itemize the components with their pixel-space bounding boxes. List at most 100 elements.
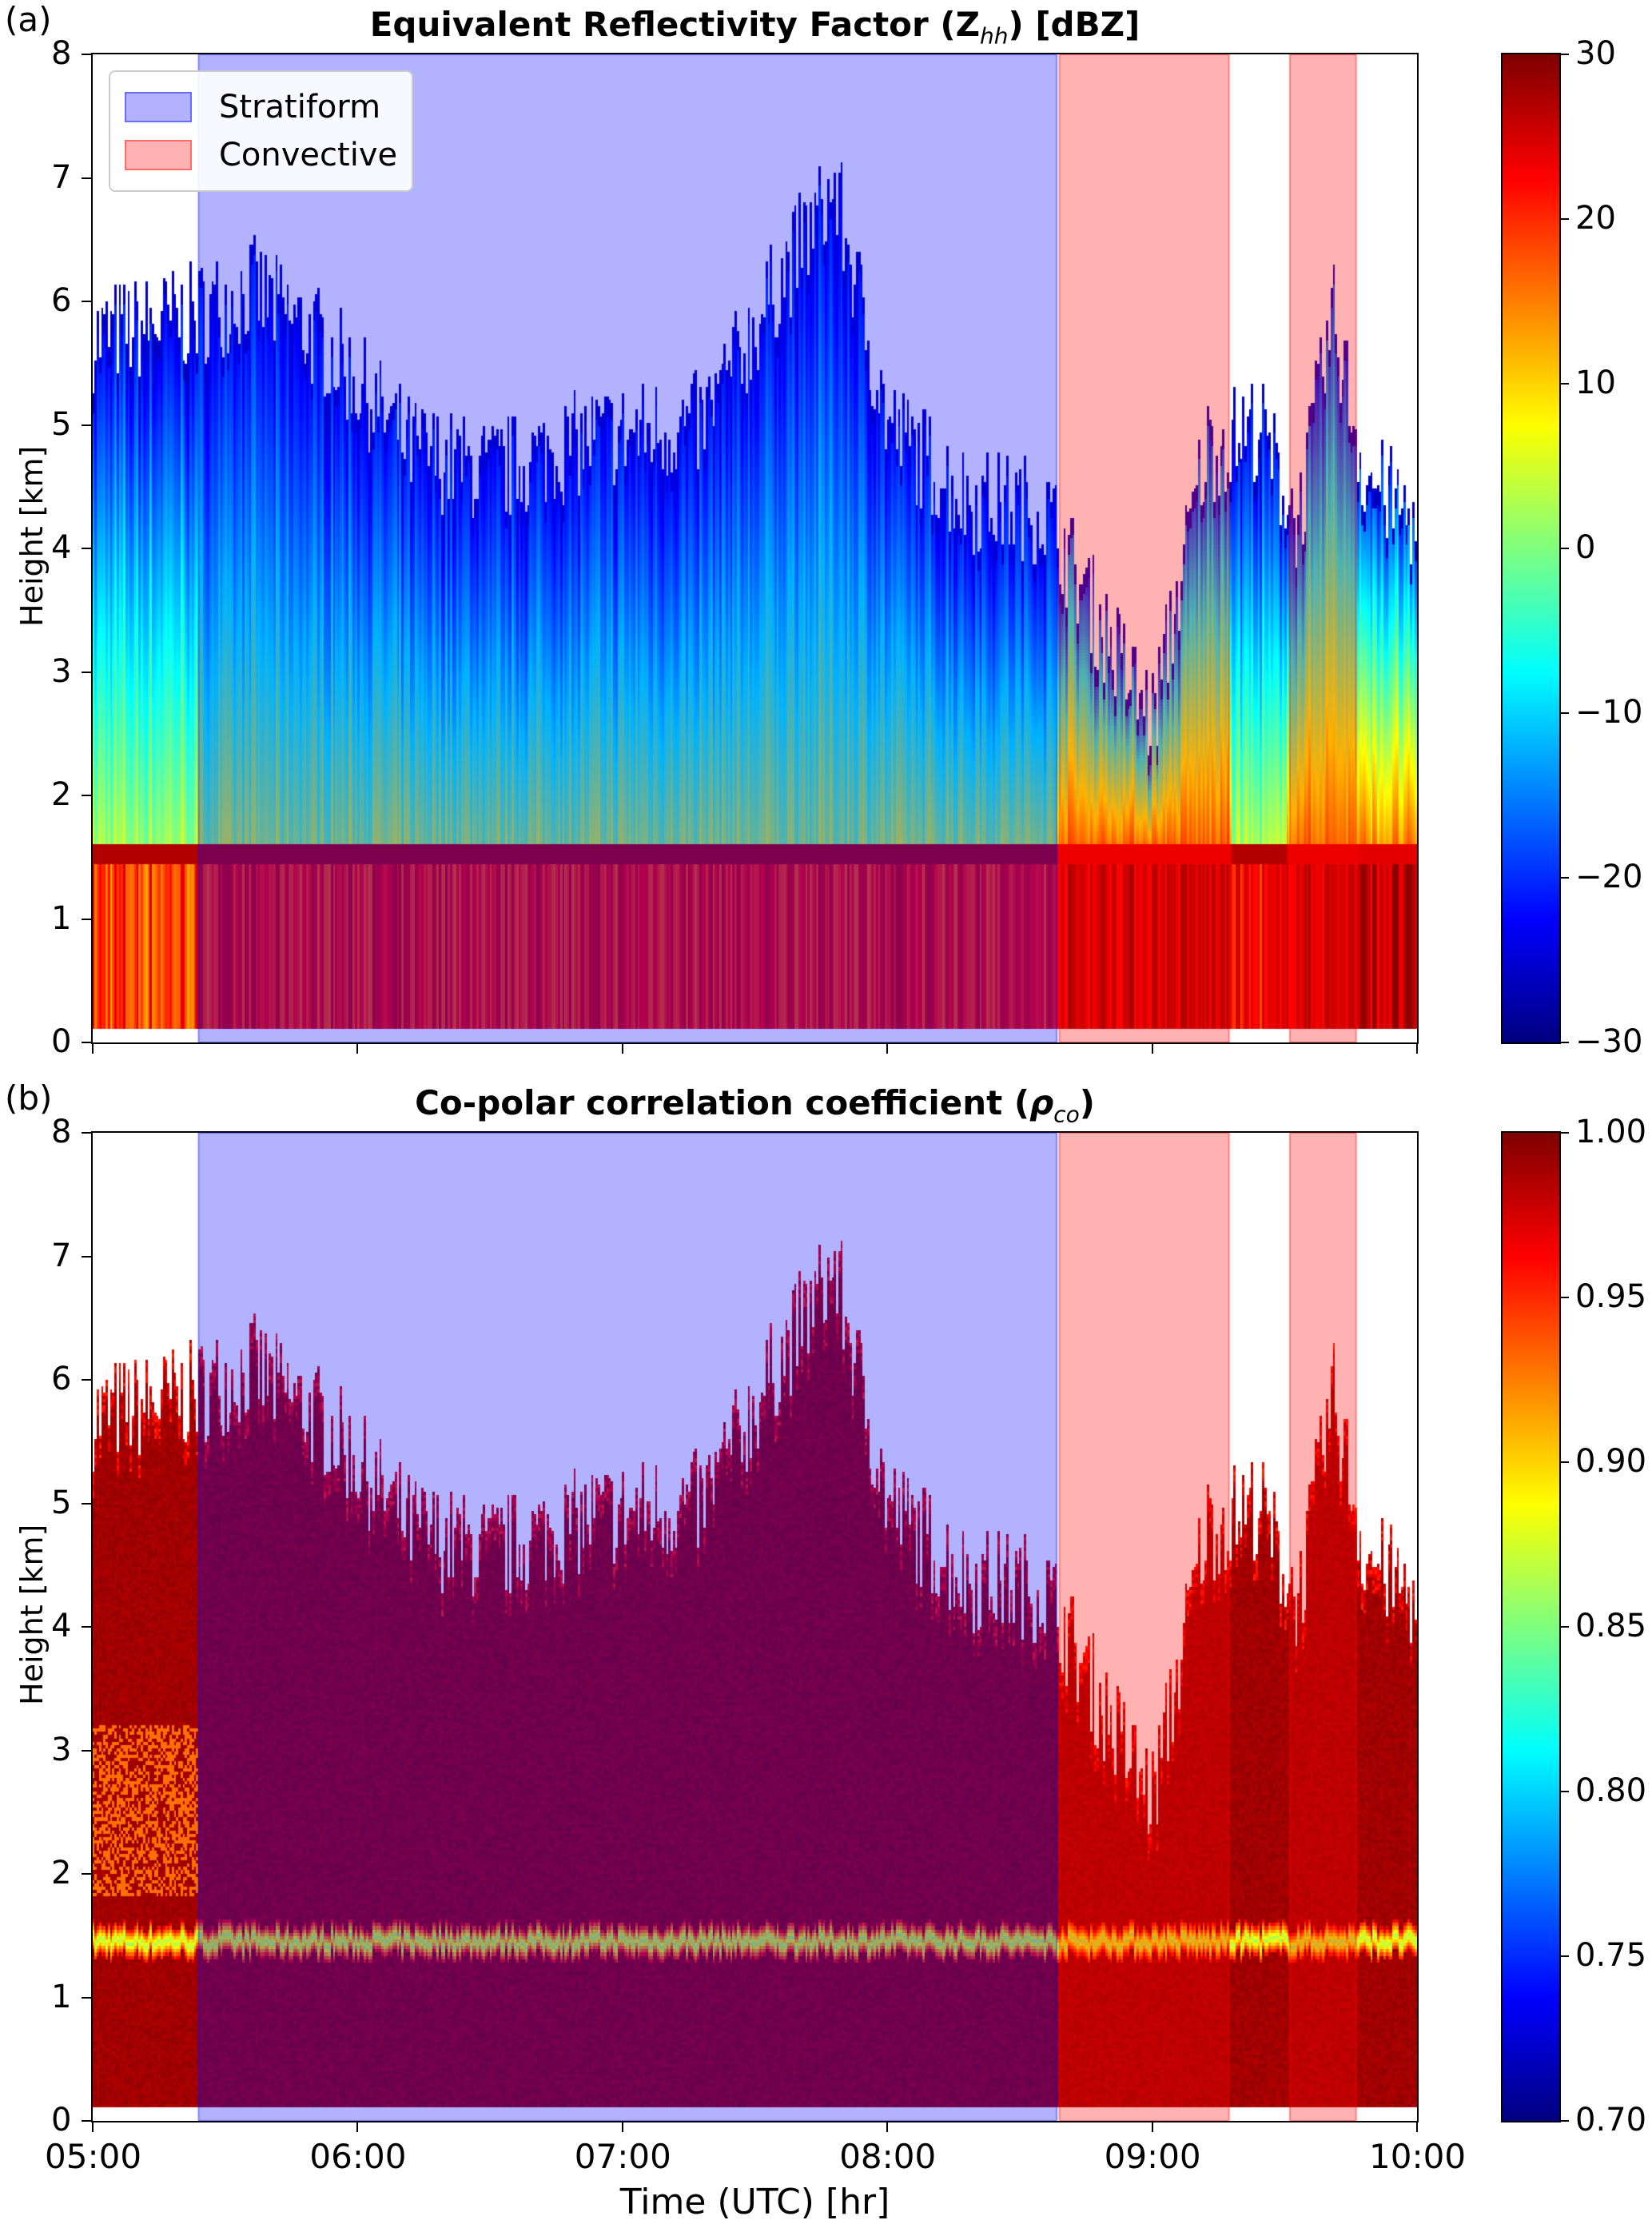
colorbar <box>1501 1131 1561 2122</box>
y-tick-label: 2 <box>51 776 72 813</box>
y-tick-mark <box>82 548 91 549</box>
colorbar-tick-mark <box>1559 1955 1569 1957</box>
y-tick-label: 8 <box>51 35 72 72</box>
legend: Stratiform Convective <box>109 70 414 192</box>
colorbar-tick-label: 0.95 <box>1575 1278 1647 1315</box>
y-tick-label: 7 <box>51 158 72 196</box>
x-tick-mark <box>886 1044 889 1054</box>
y-tick-label: 5 <box>51 1484 72 1521</box>
y-tick-label: 3 <box>51 1731 72 1768</box>
x-tick-mark <box>92 1044 94 1054</box>
x-tick-mark <box>92 2122 94 2132</box>
x-tick-label: 08:00 <box>839 2137 937 2176</box>
colorbar-tick-mark <box>1559 1042 1569 1043</box>
colorbar-tick-label: 0.90 <box>1575 1443 1647 1480</box>
y-tick-mark <box>82 2120 91 2122</box>
y-tick-mark <box>82 301 91 302</box>
colorbar-tick-mark <box>1559 54 1569 55</box>
colorbar-tick-label: −10 <box>1575 694 1643 731</box>
x-tick-label: 09:00 <box>1104 2137 1201 2176</box>
y-tick-label: 4 <box>51 1608 72 1644</box>
x-tick-label: 10:00 <box>1369 2137 1467 2176</box>
chart-title: Equivalent Reflectivity Factor (Zhh) [dB… <box>369 5 1140 50</box>
x-tick-mark <box>1151 2122 1153 2132</box>
y-tick-mark <box>82 795 91 796</box>
colorbar-tick-mark <box>1559 1626 1569 1628</box>
y-tick-mark <box>82 1502 91 1505</box>
y-tick-mark <box>82 1996 91 1999</box>
x-tick-mark <box>356 1044 359 1054</box>
y-tick-mark <box>82 671 91 673</box>
y-tick-label: 8 <box>51 1114 72 1150</box>
x-tick-mark <box>1416 2122 1418 2132</box>
colorbar-tick-label: 0.70 <box>1575 2102 1647 2138</box>
y-tick-label: 1 <box>51 899 72 937</box>
y-tick-label: 0 <box>51 1023 72 1060</box>
colorbar-tick-mark <box>1559 712 1569 714</box>
y-tick-mark <box>82 1749 91 1752</box>
colorbar-tick-mark <box>1559 1791 1569 1792</box>
x-tick-label: 07:00 <box>574 2137 671 2176</box>
colorbar <box>1501 53 1561 1044</box>
y-tick-mark <box>82 1873 91 1875</box>
colorbar-tick-mark <box>1559 383 1569 385</box>
colorbar-tick-label: −30 <box>1575 1023 1643 1060</box>
y-tick-mark <box>82 1255 91 1258</box>
x-tick-mark <box>1416 1044 1418 1054</box>
y-tick-mark <box>82 424 91 426</box>
y-tick-mark <box>82 177 91 179</box>
legend-entry: Convective <box>125 131 397 179</box>
colorbar-tick-mark <box>1559 1297 1569 1298</box>
colorbar-tick-mark <box>1559 548 1569 549</box>
colorbar-tick-label: 1.00 <box>1575 1114 1647 1150</box>
y-axis-label: Height [km] <box>14 1524 50 1705</box>
x-axis-label: Time (UTC) [hr] <box>619 2182 890 2222</box>
x-tick-mark <box>621 1044 623 1054</box>
y-axis-label: Height [km] <box>14 445 50 627</box>
y-tick-label: 6 <box>51 1361 72 1397</box>
y-tick-mark <box>82 918 91 920</box>
panel-label: (a) <box>5 0 52 39</box>
heatmap-rhohv <box>91 1131 1419 2122</box>
x-tick-label: 06:00 <box>309 2137 407 2176</box>
y-tick-mark <box>82 1626 91 1628</box>
colorbar-tick-label: −20 <box>1575 859 1643 895</box>
y-tick-mark <box>82 1379 91 1381</box>
x-tick-mark <box>1151 1044 1153 1054</box>
colorbar-tick-label: 0 <box>1575 529 1596 566</box>
colorbar-tick-mark <box>1559 218 1569 220</box>
colorbar-tick-label: 0.75 <box>1575 1937 1647 1974</box>
legend-label: Convective <box>219 137 398 173</box>
y-tick-label: 5 <box>51 405 72 443</box>
colorbar-tick-mark <box>1559 1461 1569 1463</box>
y-tick-label: 3 <box>51 652 72 690</box>
chart-title: Co-polar correlation coefficient (ρco) <box>415 1083 1095 1128</box>
heatmap-reflectivity <box>91 53 1419 1044</box>
y-tick-label: 0 <box>51 2102 72 2138</box>
colorbar-tick-mark <box>1559 2120 1569 2122</box>
x-tick-mark <box>356 2122 359 2132</box>
legend-swatch <box>125 92 192 122</box>
colorbar-tick-label: 30 <box>1575 35 1616 72</box>
y-tick-label: 2 <box>51 1855 72 1891</box>
x-tick-mark <box>886 2122 889 2132</box>
y-tick-label: 1 <box>51 1978 72 2015</box>
y-tick-mark <box>82 1132 91 1134</box>
colorbar-tick-label: 0.80 <box>1575 1772 1647 1809</box>
legend-entry: Stratiform <box>125 83 397 131</box>
legend-swatch <box>125 140 192 170</box>
y-tick-mark <box>82 1042 91 1043</box>
y-tick-label: 7 <box>51 1237 72 1274</box>
colorbar-tick-label: 10 <box>1575 365 1616 401</box>
x-tick-mark <box>621 2122 623 2132</box>
colorbar-tick-mark <box>1559 1132 1569 1134</box>
colorbar-tick-mark <box>1559 877 1569 879</box>
colorbar-tick-label: 0.85 <box>1575 1608 1647 1644</box>
legend-label: Stratiform <box>219 89 381 126</box>
panel-label: (b) <box>5 1078 53 1118</box>
x-tick-label: 05:00 <box>45 2137 142 2176</box>
y-tick-label: 4 <box>51 529 72 566</box>
y-tick-mark <box>82 54 91 55</box>
colorbar-tick-label: 20 <box>1575 200 1616 237</box>
y-tick-label: 6 <box>51 282 72 319</box>
